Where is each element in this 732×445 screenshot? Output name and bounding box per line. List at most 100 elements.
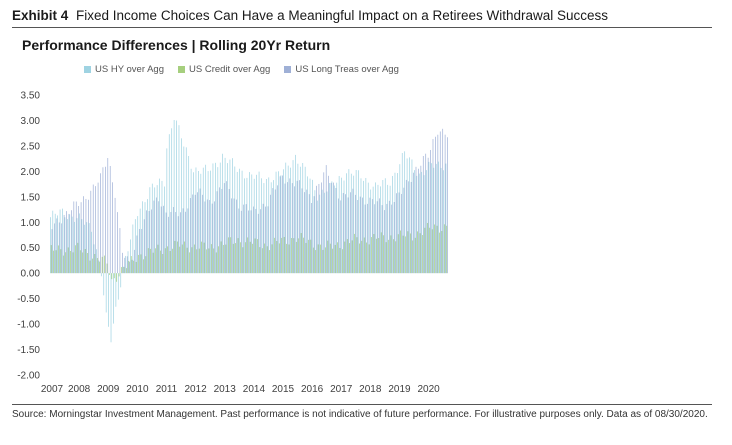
bar bbox=[245, 204, 247, 274]
bar bbox=[301, 188, 303, 274]
bar bbox=[325, 165, 327, 274]
bar bbox=[294, 186, 296, 274]
bar bbox=[241, 170, 243, 274]
bar bbox=[153, 200, 155, 274]
y-tick-label: -2.00 bbox=[17, 371, 40, 382]
bar bbox=[206, 199, 208, 274]
bar bbox=[224, 157, 226, 274]
bar bbox=[283, 236, 285, 274]
bar bbox=[161, 180, 163, 274]
bar bbox=[143, 259, 144, 274]
bar bbox=[395, 241, 397, 274]
bar bbox=[300, 233, 302, 274]
bar bbox=[92, 184, 94, 274]
bar bbox=[60, 249, 62, 274]
bar bbox=[203, 242, 205, 274]
bar bbox=[98, 260, 100, 274]
bar bbox=[93, 244, 95, 274]
bar bbox=[184, 241, 185, 274]
bar bbox=[296, 180, 298, 274]
bar bbox=[258, 171, 260, 274]
bar bbox=[400, 230, 401, 274]
bar bbox=[378, 237, 380, 274]
bar bbox=[287, 182, 288, 274]
bar bbox=[261, 248, 263, 274]
bar bbox=[85, 198, 87, 274]
bar bbox=[54, 213, 56, 274]
bar bbox=[96, 249, 97, 274]
bar bbox=[338, 175, 340, 274]
bar bbox=[315, 250, 317, 274]
bar bbox=[430, 150, 431, 274]
bar bbox=[393, 202, 395, 274]
bar bbox=[288, 244, 290, 274]
bar bbox=[312, 179, 313, 274]
bar bbox=[369, 197, 371, 274]
bar bbox=[166, 148, 168, 274]
bar bbox=[263, 183, 265, 274]
bar bbox=[416, 175, 418, 274]
bar bbox=[207, 171, 209, 274]
x-tick-label: 2017 bbox=[330, 384, 353, 395]
bar bbox=[329, 243, 331, 274]
bar bbox=[256, 174, 257, 274]
bar bbox=[220, 241, 222, 274]
bar bbox=[387, 184, 389, 274]
bar bbox=[333, 182, 334, 274]
bar bbox=[84, 248, 86, 274]
bar bbox=[261, 178, 262, 274]
bar bbox=[109, 273, 110, 275]
bar bbox=[124, 257, 126, 274]
bar bbox=[299, 180, 300, 274]
bar bbox=[413, 172, 414, 274]
bar bbox=[173, 120, 175, 274]
bar bbox=[90, 190, 92, 274]
bar bbox=[89, 260, 91, 274]
bar bbox=[316, 200, 318, 274]
bar bbox=[386, 203, 388, 274]
bar bbox=[281, 237, 283, 274]
bar bbox=[445, 163, 447, 274]
bar bbox=[56, 218, 58, 274]
bar bbox=[79, 250, 81, 274]
bar bbox=[68, 213, 70, 274]
y-tick-label: 1.00 bbox=[21, 218, 41, 229]
bar bbox=[238, 208, 240, 274]
bar bbox=[88, 223, 90, 274]
bar bbox=[257, 239, 258, 274]
bar bbox=[231, 198, 232, 274]
bar bbox=[181, 244, 183, 274]
bar bbox=[145, 256, 147, 274]
bar bbox=[160, 250, 161, 274]
bar bbox=[405, 179, 407, 274]
bar bbox=[293, 238, 295, 274]
bar bbox=[233, 198, 235, 274]
bar bbox=[58, 245, 59, 274]
bar bbox=[180, 212, 181, 274]
bar bbox=[317, 244, 319, 274]
y-tick-label: -0.50 bbox=[17, 294, 40, 305]
bar bbox=[217, 167, 219, 274]
bar bbox=[422, 155, 424, 274]
bar bbox=[96, 258, 98, 274]
bar bbox=[362, 197, 363, 274]
legend-label-credit: US Credit over Agg bbox=[189, 64, 271, 75]
bar bbox=[397, 234, 399, 274]
bar bbox=[75, 245, 76, 274]
bar bbox=[228, 189, 230, 274]
bar bbox=[130, 239, 131, 274]
bar bbox=[259, 247, 261, 274]
bar bbox=[127, 251, 129, 274]
bar bbox=[307, 176, 308, 274]
bar bbox=[270, 182, 272, 274]
x-tick-label: 2016 bbox=[301, 384, 324, 395]
bar bbox=[170, 212, 172, 274]
bar bbox=[306, 189, 308, 274]
bar bbox=[439, 131, 441, 274]
bar bbox=[213, 248, 215, 274]
y-tick-label: 2.00 bbox=[21, 167, 41, 178]
bar bbox=[285, 162, 287, 274]
legend-item-hy: US HY over Agg bbox=[84, 64, 164, 75]
bar bbox=[57, 215, 58, 274]
bar bbox=[351, 240, 353, 274]
